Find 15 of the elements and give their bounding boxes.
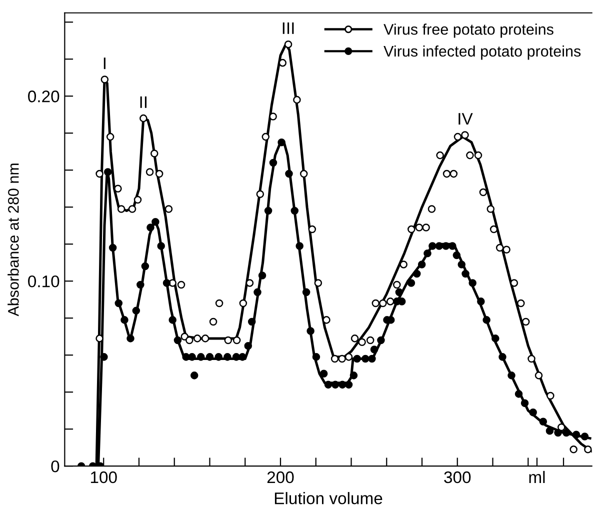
annotation: III bbox=[282, 22, 294, 34]
y-tick-label: 0.20 bbox=[28, 90, 60, 102]
legend-label: Virus free potato proteins bbox=[384, 24, 554, 38]
x-tick-label: 300 bbox=[444, 471, 471, 484]
annotation: II bbox=[140, 96, 146, 108]
legend-label: Virus infected potato proteins bbox=[384, 45, 581, 60]
y-tick-label: 0.10 bbox=[28, 275, 60, 288]
annotation: IV bbox=[458, 113, 473, 125]
y-tick-label: 0 bbox=[51, 460, 60, 472]
y-axis-title: Absorbance at 280 nm bbox=[8, 164, 19, 316]
x-axis-title: Elution volume bbox=[274, 492, 382, 504]
annotation: I bbox=[104, 58, 106, 70]
x-tick-label: 200 bbox=[267, 471, 294, 484]
x-tick-label: ml bbox=[529, 470, 545, 484]
x-tick-label: 100 bbox=[90, 471, 117, 484]
